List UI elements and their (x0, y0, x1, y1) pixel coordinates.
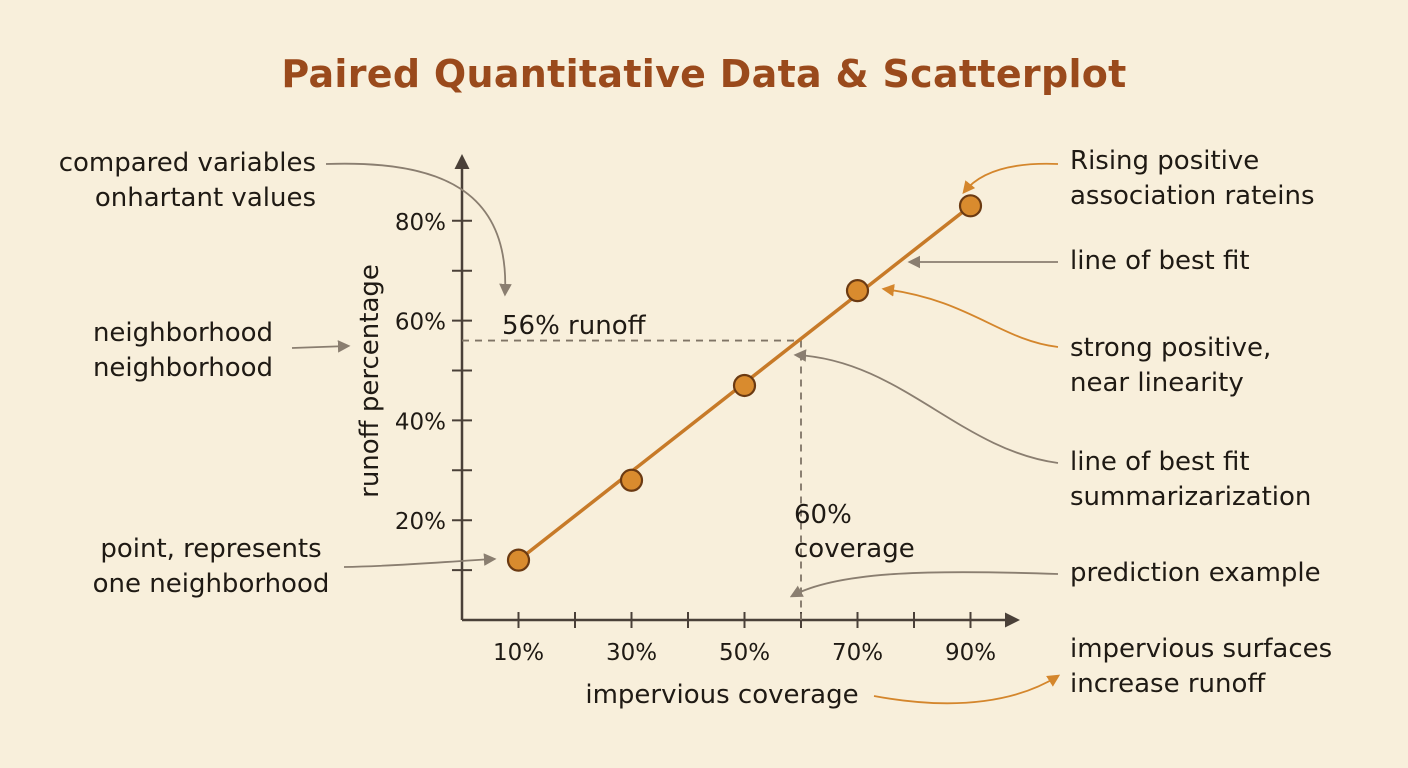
annotation-line-best-fit-summary: line of best fit summarizarization (1070, 447, 1312, 512)
arrow-impervious-increase (873, 674, 1061, 705)
y-tick-labels: 20% 40% 60% 80% (395, 210, 446, 535)
annotation-point-represents: point, represents one neighborhood (92, 534, 330, 599)
chart-title: Paired Quantitative Data & Scatterplot (281, 52, 1127, 96)
y-tick-label: 40% (395, 409, 446, 435)
y-ticks (452, 219, 472, 572)
data-point (506, 548, 531, 572)
data-point (958, 194, 983, 218)
data-point (732, 373, 757, 398)
prediction-y-label: 56% runoff (502, 311, 646, 341)
annotation-neighborhood: neighborhood neighborhood (92, 318, 274, 383)
prediction-x-label: 60% coverage (794, 500, 915, 564)
y-axis-label: runoff percentage (355, 264, 385, 498)
x-tick-label: 50% (719, 640, 770, 666)
x-tick-label: 90% (945, 640, 996, 666)
data-point (619, 468, 644, 492)
prediction-guides (462, 339, 802, 620)
annotation-arrows (291, 162, 1061, 705)
x-tick-labels: 10% 30% 50% 70% 90% (493, 640, 996, 666)
annotation-line-best-fit: line of best fit (1070, 246, 1250, 276)
arrow-point (343, 553, 497, 568)
y-tick-label: 80% (395, 210, 446, 236)
y-tick-label: 20% (395, 509, 446, 535)
y-tick-label: 60% (395, 310, 446, 336)
arrow-rising-positive (962, 162, 1059, 194)
x-tick-label: 70% (832, 640, 883, 666)
x-tick-label: 30% (606, 640, 657, 666)
annotation-compared-variables: compared variables onhartant values (58, 148, 316, 213)
annotation-rising-positive: Rising positive association rateins (1070, 146, 1315, 211)
x-axis-label: impervious coverage (585, 680, 858, 710)
arrow-prediction-example (789, 571, 1059, 598)
annotation-impervious-increase: impervious surfaces increase runoff (1070, 634, 1333, 699)
arrow-compared-variables (325, 162, 512, 297)
x-tick-label: 10% (493, 640, 544, 666)
data-points (506, 194, 983, 572)
arrow-line-best-fit-summary (793, 349, 1059, 464)
annotation-strong-positive: strong positive, near linearity (1070, 333, 1272, 398)
annotation-prediction-example: prediction example (1070, 558, 1321, 588)
arrow-neighborhood (291, 340, 351, 353)
data-point (845, 279, 870, 303)
arrow-strong-positive (881, 284, 1059, 348)
